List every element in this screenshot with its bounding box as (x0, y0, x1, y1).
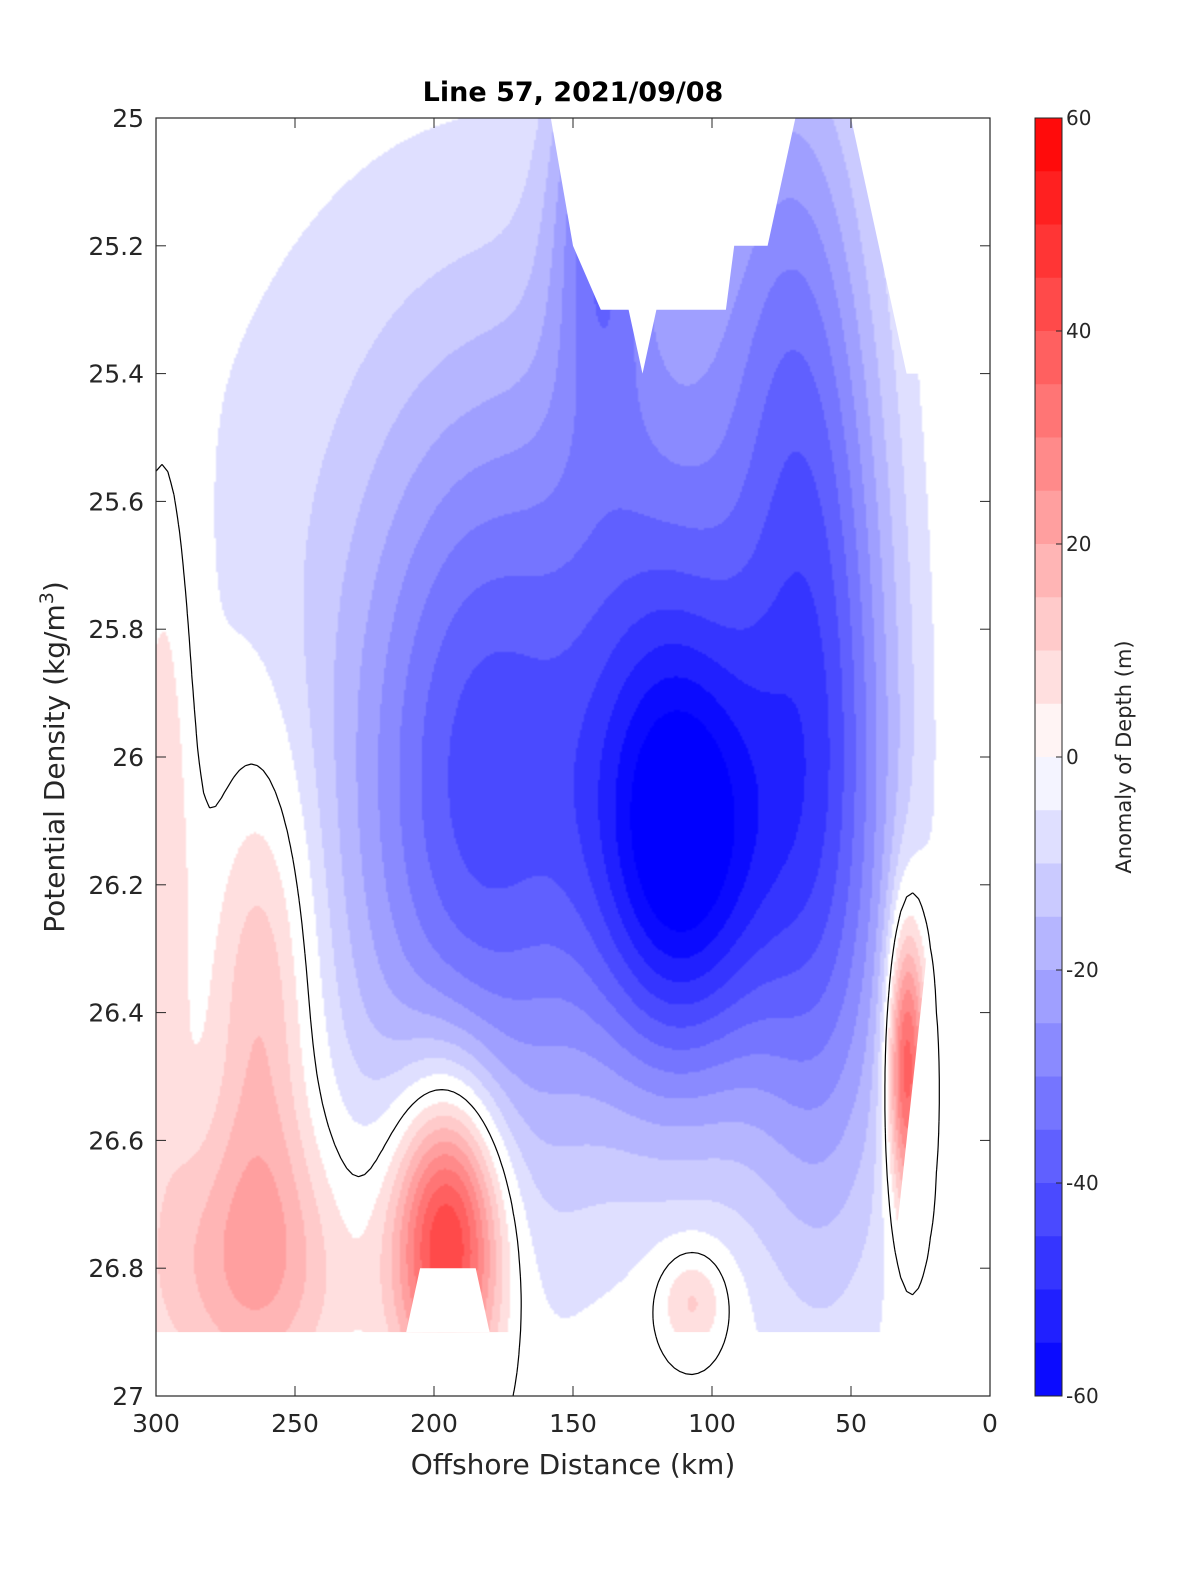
x-tick-label: 200 (410, 1409, 458, 1438)
zero-contour-line (156, 464, 940, 1396)
colorbar-tick-label: -20 (1066, 958, 1099, 982)
colorbar-tick-label: 60 (1066, 106, 1091, 130)
colorbar-segment (1035, 1236, 1062, 1290)
right-edge-gap-mask (156, 820, 990, 1396)
y-tick-label: 25.2 (88, 232, 144, 261)
colorbar-segment (1035, 757, 1062, 811)
colorbar-segment (1035, 171, 1062, 225)
colorbar-segment (1035, 490, 1062, 545)
x-axis-label: Offshore Distance (km) (411, 1448, 736, 1481)
colorbar-segment (1035, 810, 1062, 864)
x-tick-label: 100 (688, 1409, 736, 1438)
colorbar-segment (1035, 1183, 1062, 1237)
y-tick-label: 25.6 (88, 487, 144, 516)
y-tick-label: 26 (112, 743, 144, 772)
x-tick-label: 250 (271, 1409, 319, 1438)
y-tick-label: 25 (112, 104, 144, 133)
x-tick-label: 50 (835, 1409, 867, 1438)
colorbar-segment (1035, 703, 1062, 758)
colorbar-segment (1035, 224, 1062, 279)
x-tick-label: 0 (982, 1409, 998, 1438)
x-axis: 300 250 200 150 100 50 0 (132, 118, 998, 1438)
colorbar-tick-label: -60 (1066, 1384, 1099, 1408)
colorbar-label: Anomaly of Depth (m) (1112, 640, 1136, 873)
colorbar-segment (1035, 331, 1062, 385)
colorbar-frame (1034, 117, 1063, 1397)
bottom-notch-mask (406, 1268, 490, 1333)
plot-area (156, 118, 990, 1396)
y-axis: 25 25.2 25.4 25.6 25.8 26 26.2 26.4 26.6 26.8 27 (88, 104, 990, 1411)
colorbar: -60 -40 -20 0 20 40 60 (1035, 106, 1099, 1408)
y-tick-label: 27 (112, 1382, 144, 1411)
colorbar-tick-label: 40 (1066, 319, 1091, 343)
colorbar-segment (1035, 1023, 1062, 1077)
colorbar-segment (1035, 650, 1062, 705)
colorbar-tick-label: 20 (1066, 532, 1091, 556)
y-tick-label: 26.2 (88, 871, 144, 900)
missing-data-mask (156, 118, 990, 1396)
chart-title: Line 57, 2021/09/08 (423, 77, 724, 108)
colorbar-segment (1035, 597, 1062, 651)
y-tick-label: 26.6 (88, 1126, 144, 1155)
colorbar-tick-label: 0 (1066, 745, 1079, 769)
colorbar-segment (1035, 970, 1062, 1024)
colorbar-segment (1035, 544, 1062, 598)
top-gap-mask (550, 118, 796, 374)
colorbar-segment (1035, 1289, 1062, 1344)
colorbar-segment (1035, 384, 1062, 438)
colorbar-segment (1035, 1129, 1062, 1184)
y-tick-label: 25.8 (88, 615, 144, 644)
anomaly-contour-fill (156, 118, 990, 1396)
y-tick-label: 26.4 (88, 999, 144, 1028)
top-right-gap-mask (851, 118, 990, 374)
colorbar-segment (1035, 437, 1062, 492)
zero-contour-lines (156, 464, 940, 1396)
x-tick-label: 300 (132, 1409, 180, 1438)
colorbar-segment (1035, 118, 1062, 172)
colorbar-segment (1035, 863, 1062, 918)
x-tick-label: 150 (549, 1409, 597, 1438)
colorbar-tick-label: -40 (1066, 1171, 1099, 1195)
y-axis-label: Potential Density (kg/m3) (36, 581, 71, 933)
colorbar-segment (1035, 916, 1062, 971)
colorbar-segment (1035, 277, 1062, 332)
y-tick-label: 26.8 (88, 1254, 144, 1283)
colorbar-segment (1035, 1342, 1062, 1397)
y-tick-label: 25.4 (88, 360, 144, 389)
colorbar-segment (1035, 1076, 1062, 1131)
